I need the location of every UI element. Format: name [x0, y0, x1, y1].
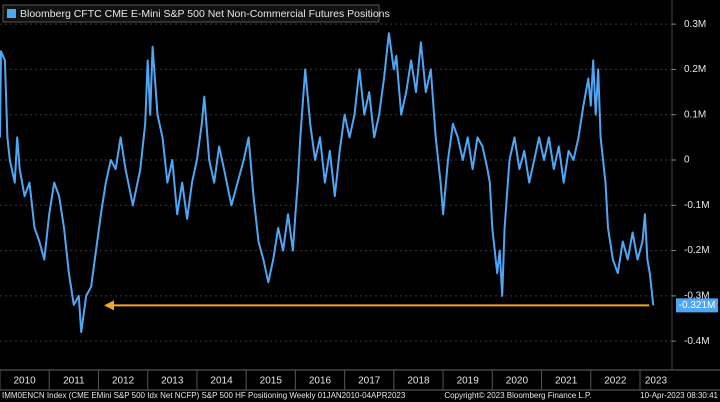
- last-value-box: [676, 298, 718, 313]
- footer-copyright: Copyright© 2023 Bloomberg Finance L.P.: [444, 391, 591, 400]
- x-tick-label: 2014: [210, 376, 233, 387]
- x-tick-label: 2012: [112, 376, 135, 387]
- x-tick-label: 2015: [260, 376, 283, 387]
- footer-source: IMM0ENCN Index (CME EMini S&P 500 Idx Ne…: [2, 391, 406, 400]
- x-tick-label: 2021: [555, 376, 578, 387]
- x-tick-label: 2019: [457, 376, 480, 387]
- last-value-arrowhead: [104, 300, 114, 311]
- x-tick-label: 2018: [407, 376, 430, 387]
- y-tick-label: -0.3M: [684, 291, 710, 302]
- y-tick-label: 0.2M: [684, 64, 706, 75]
- x-tick-label: 2020: [506, 376, 529, 387]
- y-tick-label: -0.4M: [684, 336, 710, 347]
- x-tick-label: 2022: [604, 376, 627, 387]
- y-tick-label: 0.1M: [684, 109, 706, 120]
- x-tick-label: 2016: [309, 376, 332, 387]
- y-tick-label: 0: [684, 155, 690, 166]
- x-tick-label: 2023: [645, 376, 668, 387]
- last-value-label: -0.321M: [679, 300, 716, 311]
- y-tick-label: 0.3M: [684, 19, 706, 30]
- legend-swatch: [7, 9, 16, 18]
- footer-timestamp: 10-Apr-2023 08:30:41: [640, 391, 718, 400]
- chart-title: Bloomberg CFTC CME E-Mini S&P 500 Net No…: [20, 8, 390, 20]
- title-box: [2, 4, 380, 23]
- x-tick-label: 2011: [63, 376, 85, 387]
- x-tick-label: 2010: [13, 376, 36, 387]
- y-tick-label: -0.2M: [684, 245, 710, 256]
- x-tick-label: 2013: [161, 376, 184, 387]
- line-series: [0, 32, 655, 334]
- x-tick-label: 2017: [358, 376, 381, 387]
- y-tick-label: -0.1M: [684, 200, 710, 211]
